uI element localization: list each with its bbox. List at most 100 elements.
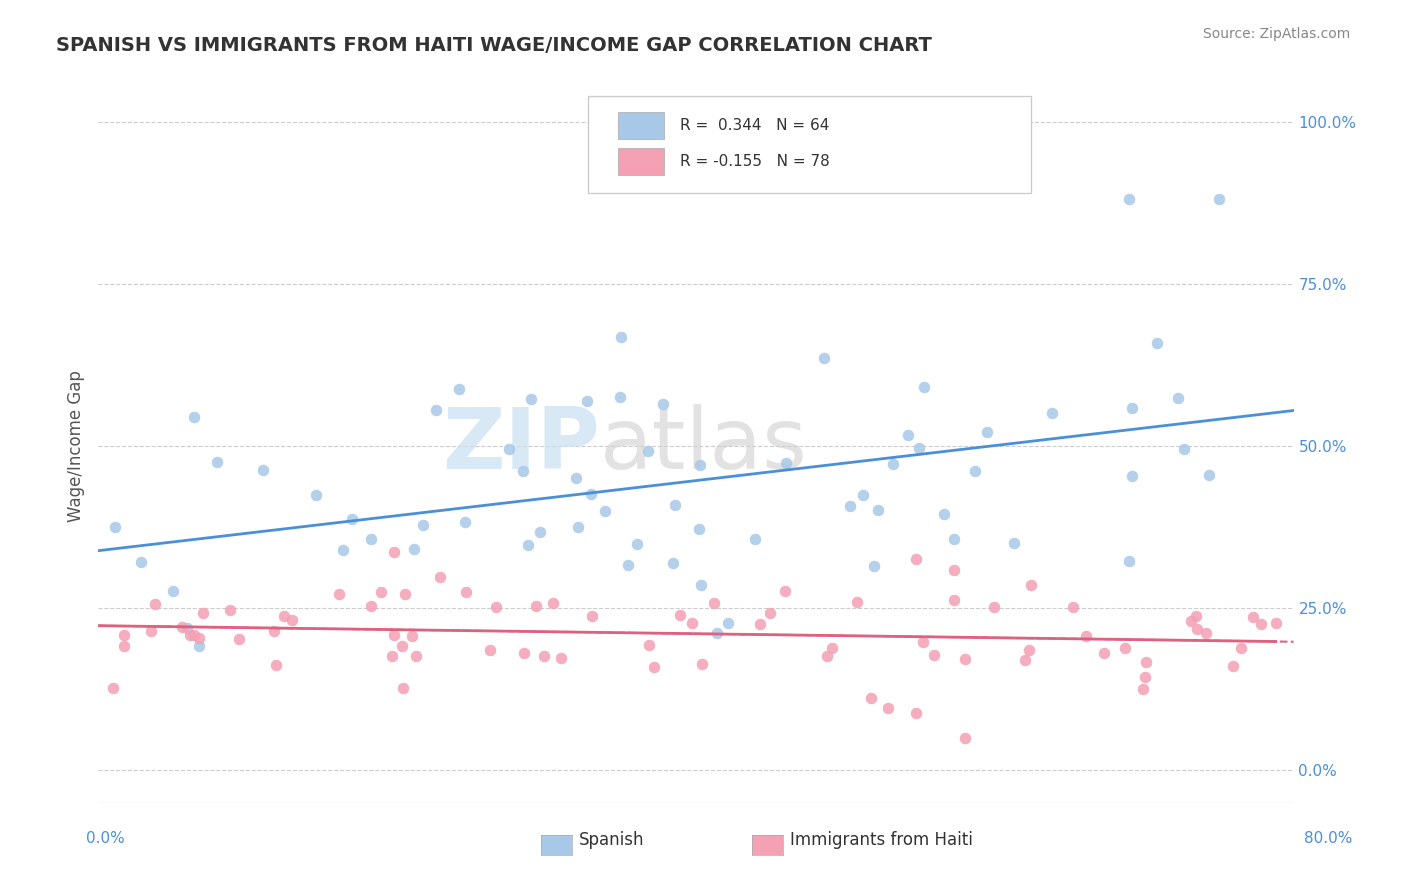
Point	[616, 558, 638, 572]
Point	[391, 640, 413, 654]
Point	[370, 584, 392, 599]
Point	[517, 538, 540, 552]
Point	[1222, 659, 1244, 673]
Point	[813, 351, 835, 366]
Point	[112, 639, 135, 653]
Point	[512, 646, 534, 660]
Point	[1118, 554, 1140, 568]
Point	[637, 444, 659, 458]
FancyBboxPatch shape	[619, 112, 664, 139]
Text: 0.0%: 0.0%	[86, 831, 125, 846]
Point	[775, 456, 797, 470]
Point	[688, 522, 710, 536]
Point	[1062, 599, 1084, 614]
Point	[1092, 647, 1115, 661]
FancyBboxPatch shape	[589, 96, 1031, 193]
Point	[845, 594, 868, 608]
Point	[1133, 670, 1156, 684]
Point	[703, 596, 725, 610]
Point	[328, 586, 350, 600]
Point	[897, 427, 920, 442]
Point	[304, 488, 326, 502]
Point	[1135, 655, 1157, 669]
Point	[219, 602, 242, 616]
Point	[983, 599, 1005, 614]
Point	[1241, 609, 1264, 624]
Point	[637, 638, 659, 652]
Point	[859, 691, 882, 706]
Point	[609, 390, 631, 404]
Point	[904, 706, 927, 720]
Text: Immigrants from Haiti: Immigrants from Haiti	[790, 830, 973, 848]
Point	[139, 624, 162, 638]
Point	[1195, 626, 1218, 640]
Point	[1264, 615, 1286, 630]
Point	[273, 609, 295, 624]
Point	[668, 608, 690, 623]
Point	[1118, 193, 1140, 207]
Point	[821, 641, 844, 656]
Point	[129, 555, 152, 569]
Point	[815, 649, 838, 664]
Point	[1114, 640, 1136, 655]
Point	[652, 397, 675, 411]
Point	[1187, 622, 1209, 636]
Point	[183, 628, 205, 642]
Point	[103, 681, 125, 695]
Point	[382, 545, 405, 559]
Point	[922, 648, 945, 662]
Point	[838, 500, 860, 514]
Point	[626, 537, 648, 551]
Point	[689, 578, 711, 592]
Point	[533, 649, 555, 664]
Point	[183, 410, 205, 425]
Point	[1121, 401, 1143, 415]
Point	[904, 552, 927, 566]
FancyBboxPatch shape	[619, 148, 664, 175]
Point	[773, 583, 796, 598]
Text: Source: ZipAtlas.com: Source: ZipAtlas.com	[1202, 27, 1350, 41]
Point	[332, 542, 354, 557]
Point	[565, 471, 588, 485]
Point	[908, 441, 931, 455]
Point	[264, 658, 287, 673]
Point	[1173, 442, 1195, 457]
Point	[1230, 641, 1253, 656]
Point	[360, 533, 382, 547]
Point	[579, 486, 602, 500]
Text: atlas: atlas	[600, 404, 808, 488]
Point	[252, 463, 274, 477]
Point	[1180, 614, 1202, 628]
Point	[1002, 536, 1025, 550]
Point	[543, 596, 565, 610]
Point	[963, 464, 986, 478]
Text: ZIP: ZIP	[443, 404, 600, 488]
Point	[449, 383, 471, 397]
Point	[567, 520, 589, 534]
Point	[519, 392, 541, 406]
Point	[205, 455, 228, 469]
Point	[1076, 629, 1098, 643]
Point	[381, 649, 404, 664]
Point	[953, 731, 976, 745]
Point	[143, 597, 166, 611]
Point	[429, 570, 451, 584]
Point	[1250, 616, 1272, 631]
Point	[498, 442, 520, 457]
Point	[394, 587, 416, 601]
Point	[425, 402, 447, 417]
Point	[749, 617, 772, 632]
Point	[188, 631, 211, 645]
Point	[868, 503, 890, 517]
Point	[401, 629, 423, 643]
Point	[228, 632, 250, 647]
Point	[882, 457, 904, 471]
Point	[689, 458, 711, 472]
Point	[942, 593, 965, 607]
Point	[524, 599, 547, 614]
Point	[643, 659, 665, 673]
Point	[412, 517, 434, 532]
Point	[512, 464, 534, 478]
Point	[485, 600, 508, 615]
Point	[877, 701, 900, 715]
